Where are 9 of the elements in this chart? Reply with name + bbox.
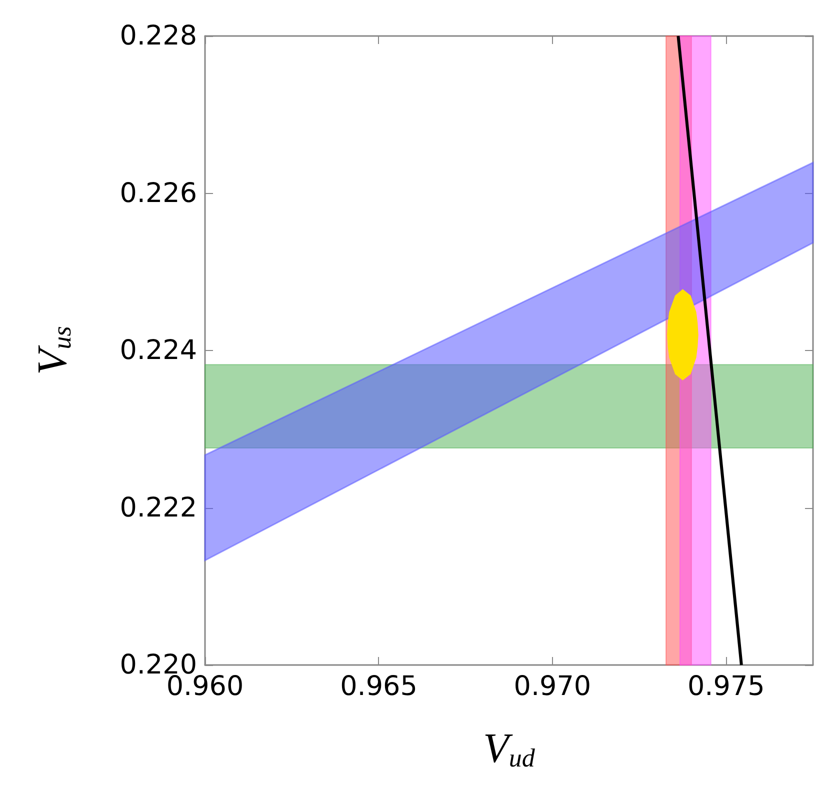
- y-tick-label: 0.224: [120, 335, 197, 366]
- x-tick-label: 0.970: [514, 671, 592, 702]
- y-tick-label: 0.222: [120, 492, 197, 524]
- y-tick-label: 0.226: [120, 178, 197, 209]
- x-axis-title: Vud: [483, 726, 536, 772]
- x-tick-label: 0.975: [687, 671, 765, 702]
- y-tick-label: 0.228: [120, 20, 197, 52]
- y-axis-title: Vus: [30, 326, 76, 375]
- x-tick-label: 0.965: [340, 671, 418, 702]
